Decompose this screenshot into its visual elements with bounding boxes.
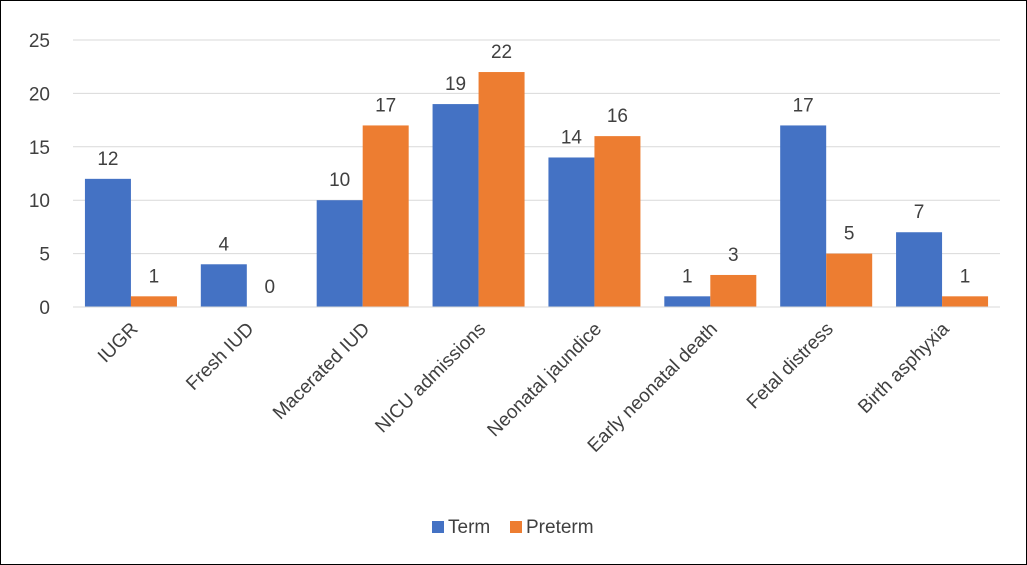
bar-preterm [130,296,177,307]
data-label: 10 [329,170,350,191]
legend-label-term: Term [448,517,490,538]
data-label: 7 [914,202,925,223]
data-label: 5 [844,224,855,245]
data-label: 0 [265,277,276,298]
data-label: 16 [607,106,628,127]
bar-preterm [594,136,641,307]
bar-term [780,125,827,307]
bar-preterm [478,72,525,307]
bar-term [84,178,131,307]
y-tick-label: 20 [29,84,50,105]
data-label: 12 [97,149,118,170]
data-label: 4 [219,234,230,255]
bar-preterm [710,274,757,307]
bar-term [316,200,363,307]
legend: Term Preterm [432,517,594,538]
data-label: 22 [491,42,512,63]
bar-term [432,104,479,307]
y-tick-label: 10 [29,191,50,212]
bar-term [664,296,711,307]
bar-preterm [362,125,409,307]
y-tick-label: 5 [39,245,50,266]
bar-term [896,232,943,307]
data-label: 1 [960,266,971,287]
y-axis-ticks: 0 5 10 15 20 25 [29,31,50,319]
data-label: 19 [445,74,466,95]
legend-swatch-term [432,521,444,533]
y-tick-label: 0 [39,298,50,319]
legend-label-preterm: Preterm [526,517,594,538]
data-label: 17 [375,95,396,116]
data-label: 1 [682,266,693,287]
data-label: 17 [793,95,814,116]
data-label: 3 [728,245,739,266]
y-tick-label: 25 [29,31,50,52]
bar-preterm [942,296,989,307]
data-label: 14 [561,127,583,148]
bar-term [200,264,247,307]
data-label: 1 [149,266,160,287]
y-tick-label: 15 [29,138,50,159]
bar-preterm [826,253,873,307]
bars [84,72,989,307]
legend-swatch-preterm [510,521,522,533]
bar-term [548,157,595,307]
